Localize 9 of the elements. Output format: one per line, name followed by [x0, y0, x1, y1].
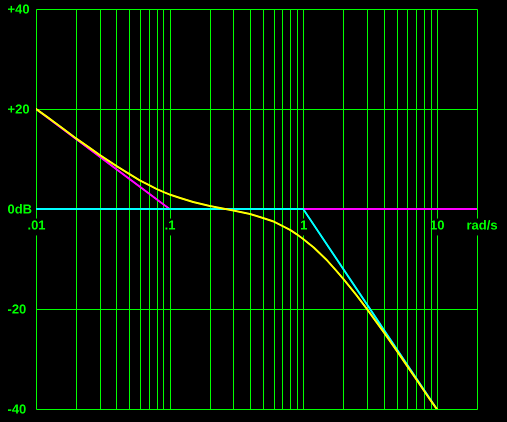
x-tick-label: 1 [300, 218, 308, 232]
x-tick-label: .1 [164, 218, 176, 232]
y-tick-label: +20 [8, 102, 30, 116]
y-tick-label: 0dB [8, 202, 32, 216]
x-axis-title: rad/s [466, 218, 498, 232]
y-tick-label: -20 [8, 302, 26, 316]
y-tick-label: +40 [8, 2, 30, 16]
x-tick-label: .01 [27, 218, 46, 232]
y-tick-label: -40 [8, 402, 26, 416]
